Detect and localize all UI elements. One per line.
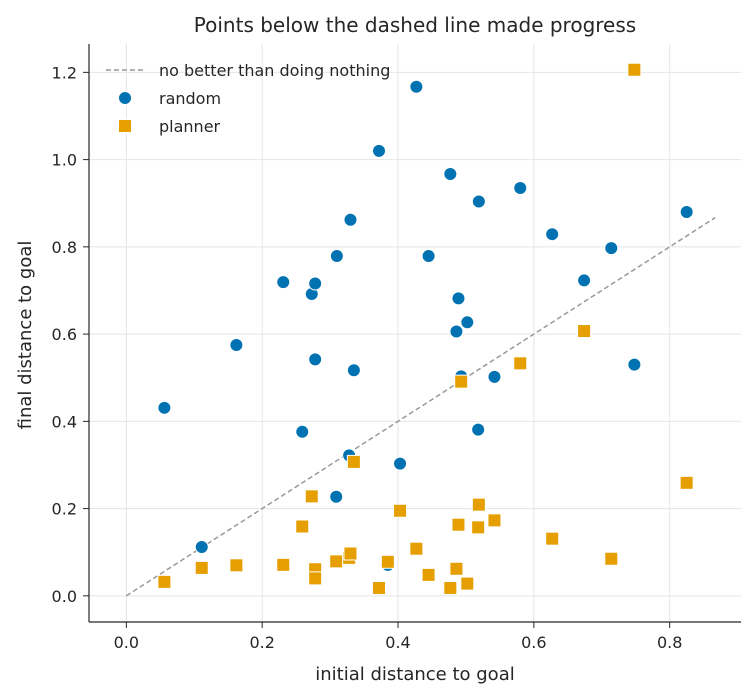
point-random <box>343 212 358 227</box>
y-tick-label: 0.4 <box>52 412 77 431</box>
point-planner <box>449 561 464 576</box>
point-random <box>679 204 694 219</box>
point-random <box>443 166 458 181</box>
x-axis-label: initial distance to goal <box>315 664 514 685</box>
point-random <box>604 241 619 256</box>
x-tick-label: 0.0 <box>114 633 139 652</box>
point-random <box>372 143 387 158</box>
point-planner <box>454 374 469 389</box>
point-random <box>276 275 291 290</box>
point-random <box>157 400 172 415</box>
point-planner <box>372 580 387 595</box>
legend-label-reference: no better than doing nothing <box>159 61 390 80</box>
x-tick-label: 0.8 <box>657 633 682 652</box>
point-planner <box>194 560 209 575</box>
y-tick-label: 0.8 <box>52 238 77 257</box>
point-planner <box>451 517 466 532</box>
point-planner <box>157 574 172 589</box>
point-random <box>627 357 642 372</box>
point-random <box>329 489 344 504</box>
chart-title: Points below the dashed line made progre… <box>194 13 636 37</box>
x-tick-label: 0.4 <box>385 633 410 652</box>
y-tick-label: 1.2 <box>52 63 77 82</box>
point-random <box>194 539 209 554</box>
point-random <box>451 291 466 306</box>
point-random <box>471 422 486 437</box>
point-random <box>513 180 528 195</box>
point-planner <box>443 580 458 595</box>
legend-marker-planner <box>118 119 132 133</box>
point-planner <box>343 546 358 561</box>
legend-marker-random <box>118 91 132 105</box>
point-planner <box>487 513 502 528</box>
grid <box>89 44 741 622</box>
point-random <box>229 337 244 352</box>
y-axis-label: final distance to goal <box>15 241 36 430</box>
point-planner <box>393 503 408 518</box>
point-planner <box>380 554 395 569</box>
point-random <box>308 276 323 291</box>
point-random <box>471 194 486 209</box>
point-planner <box>308 571 323 586</box>
point-planner <box>276 557 291 572</box>
x-tick-label: 0.6 <box>521 633 546 652</box>
y-tick-label: 1.0 <box>52 151 77 170</box>
point-random <box>421 249 436 264</box>
point-planner <box>577 324 592 339</box>
point-random <box>346 363 361 378</box>
point-planner <box>346 454 361 469</box>
axes: 0.0 0.2 0.4 0.6 0.8 0.0 0.2 0.4 0.6 0.8 1.0 1.2 <box>52 44 741 652</box>
point-planner <box>471 520 486 535</box>
point-random <box>409 79 424 94</box>
legend: no better than doing nothing random planne… <box>106 61 390 136</box>
point-random <box>487 369 502 384</box>
point-planner <box>604 551 619 566</box>
point-random <box>449 324 464 339</box>
point-planner <box>460 576 475 591</box>
point-planner <box>627 62 642 77</box>
point-planner <box>679 475 694 490</box>
legend-label-planner: planner <box>159 117 221 136</box>
point-planner <box>471 497 486 512</box>
x-tick-label: 0.2 <box>249 633 274 652</box>
point-random <box>329 249 344 264</box>
point-planner <box>229 558 244 573</box>
point-random <box>577 273 592 288</box>
point-planner <box>545 531 560 546</box>
legend-label-random: random <box>159 89 221 108</box>
point-planner <box>295 519 310 534</box>
reference-line <box>125 216 716 597</box>
point-random <box>460 315 475 330</box>
point-random <box>295 424 310 439</box>
points-layer <box>157 62 694 595</box>
point-planner <box>513 356 528 371</box>
y-tick-label: 0.0 <box>52 587 77 606</box>
reference-line-layer <box>125 216 716 597</box>
point-planner <box>304 489 319 504</box>
y-tick-label: 0.6 <box>52 325 77 344</box>
point-random <box>308 352 323 367</box>
point-planner <box>421 567 436 582</box>
point-planner <box>329 554 344 569</box>
point-random <box>545 227 560 242</box>
point-random <box>393 456 408 471</box>
y-tick-label: 0.2 <box>52 500 77 519</box>
point-planner <box>409 541 424 556</box>
